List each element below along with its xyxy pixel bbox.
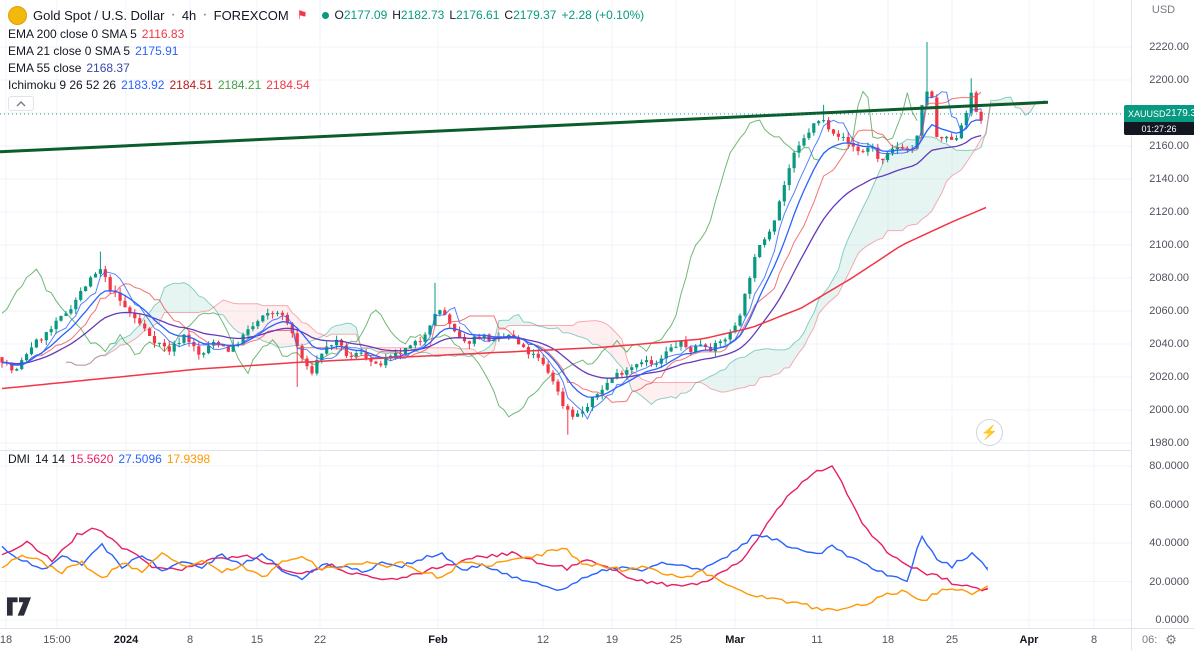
indicator-value: 2175.91 [135, 43, 179, 58]
dmi-indicator-pane[interactable] [0, 450, 1131, 628]
timezone-corner-cell[interactable]: 06: ⚙ [1131, 629, 1194, 650]
main-chart-pane[interactable] [0, 0, 1131, 450]
time-tick-label: 22 [313, 634, 327, 646]
symbol-title: Gold Spot / U.S. Dollar [33, 7, 165, 23]
price-tick-label: 2100.00 [1149, 239, 1189, 251]
exchange-label: FOREXCOM [213, 7, 289, 23]
price-tick-label: 2200.00 [1149, 74, 1189, 86]
ohlc-values: O2177.09 H2182.73 L2176.61 C2179.37 +2.2… [334, 8, 645, 22]
time-tick-label: Feb [428, 634, 448, 646]
instrument-logo [8, 5, 27, 25]
price-tick-label: 2080.00 [1149, 272, 1189, 284]
indicator-value: 2184.54 [266, 77, 310, 92]
time-tick-label: 8 [1090, 634, 1098, 646]
last-price-tag: XAUUSD 2179.37 [1124, 105, 1194, 123]
time-tick-label: 15 [250, 634, 264, 646]
tradingview-logo[interactable] [7, 597, 31, 616]
price-tick-label: 2060.00 [1149, 305, 1189, 317]
price-tick-label: 1980.00 [1149, 437, 1189, 449]
legend-collapse-button[interactable] [8, 96, 34, 111]
time-tick-label: 18 [0, 634, 13, 646]
time-tick-label: 18 [881, 634, 895, 646]
price-tick-label: 2160.00 [1149, 140, 1189, 152]
time-tick-label: 11 [811, 634, 823, 646]
pane-divider[interactable] [0, 450, 1194, 451]
gear-icon[interactable]: ⚙ [1165, 632, 1177, 647]
price-tick-label: 2020.00 [1149, 371, 1189, 383]
price-tick-label: 2140.00 [1149, 173, 1189, 185]
time-axis[interactable]: 06: ⚙ 18 15:00 2024 8 15 22 Feb 12 19 25 Mar 11 18 25… [0, 628, 1194, 650]
time-tick-label: 25 [945, 634, 959, 646]
time-tick-label: 15:00 [43, 634, 71, 646]
indicator-value: 2184.21 [217, 77, 262, 92]
price-tag-symbol: XAUUSD [1128, 108, 1166, 119]
chevron-up-icon [16, 100, 26, 106]
time-tick-label: Apr [1019, 634, 1039, 646]
indicator-value: 2168.37 [86, 60, 130, 75]
chart-legend: Gold Spot / U.S. Dollar · 4h · FOREXCOM … [8, 5, 644, 93]
indicator-value: 27.5096 [118, 452, 162, 466]
indicator-value: 2183.92 [121, 77, 165, 92]
price-tick-label: 2040.00 [1149, 338, 1189, 350]
lightning-icon: ⚡ [980, 424, 999, 440]
time-tick-label: 2024 [113, 634, 139, 646]
time-tick-label: Mar [725, 634, 745, 646]
price-tick-label: 2120.00 [1149, 206, 1189, 218]
indicator-value: 2116.83 [141, 26, 185, 41]
interval-label[interactable]: 4h [181, 7, 197, 23]
price-tick-label: 2000.00 [1149, 404, 1189, 416]
indicator-value: 17.9398 [166, 452, 211, 466]
time-tick-label: 12 [536, 634, 550, 646]
dmi-legend-row[interactable]: DMI 14 14 15.5620 27.5096 17.9398 [8, 452, 211, 466]
instant-trading-button[interactable]: ⚡ [976, 419, 1003, 446]
dmi-tick-label: 80.0000 [1149, 460, 1189, 472]
change-value: +2.28 (+0.10%) [561, 8, 645, 22]
timezone-clock[interactable]: 06: [1142, 634, 1158, 646]
price-tag-value: 2179.37 [1165, 108, 1194, 120]
bar-countdown-tag: 01:27:26 [1124, 122, 1194, 136]
time-tick-label: 19 [605, 634, 619, 646]
price-axis[interactable]: USD 2220.002200.002180.002160.002140.002… [1131, 0, 1194, 628]
time-tick-label: 8 [186, 634, 194, 646]
indicator-row-ichimoku[interactable]: Ichimoku 9 26 52 26 2183.92 2184.51 2184.2… [8, 77, 310, 92]
dmi-tick-label: 0.0000 [1155, 614, 1189, 626]
currency-label[interactable]: USD [1151, 4, 1176, 16]
symbol-legend-row[interactable]: Gold Spot / U.S. Dollar · 4h · FOREXCOM … [8, 5, 644, 25]
legend-separator: · [202, 6, 208, 23]
market-status-icon[interactable] [321, 11, 329, 19]
indicator-row-ema200[interactable]: EMA 200 close 0 SMA 5 2116.83 [8, 26, 185, 41]
time-tick-label: 25 [669, 634, 683, 646]
indicator-row-ema21[interactable]: EMA 21 close 0 SMA 5 2175.91 [8, 43, 179, 58]
legend-separator: · [170, 6, 176, 23]
indicator-row-ema55[interactable]: EMA 55 close 2168.37 [8, 60, 130, 75]
dmi-tick-label: 40.0000 [1149, 537, 1189, 549]
indicator-value: 15.5620 [70, 452, 114, 466]
indicator-value: 2184.51 [169, 77, 213, 92]
dmi-tick-label: 20.0000 [1149, 575, 1189, 588]
price-tick-label: 2220.00 [1149, 41, 1189, 53]
dmi-tick-label: 60.0000 [1149, 498, 1189, 511]
flag-icon[interactable]: ⚑ [296, 8, 308, 22]
